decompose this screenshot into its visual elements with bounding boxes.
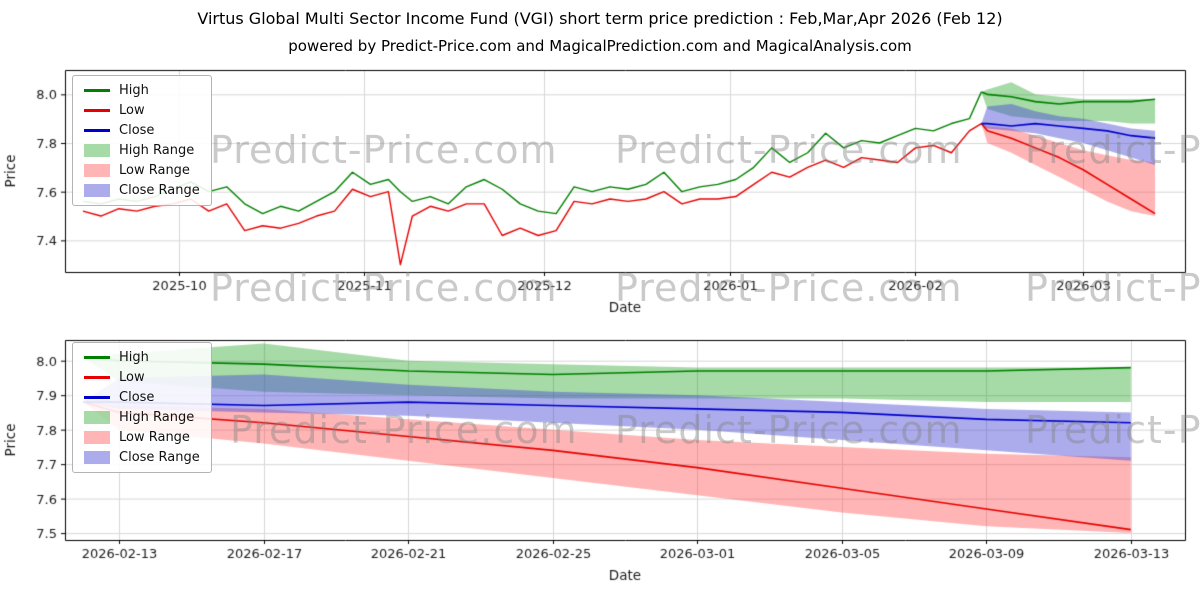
legend-item-close: Close [84,123,200,138]
chart-subtitle: powered by Predict-Price.com and Magical… [288,37,912,55]
watermark-text: Predict-Price.com [615,128,963,172]
watermark-text: Predict-Price.com [1025,128,1200,172]
low-line-swatch [84,109,110,112]
watermark-text: Predict-Price.com [1025,408,1200,452]
legend-item-high: High [84,83,200,98]
high-range-swatch [84,144,110,157]
high-line-swatch [84,356,110,359]
watermark-text: Predict-Price.com [210,266,558,310]
legend-label: High [119,83,149,98]
close-range-swatch [84,184,110,197]
legend-item-high: High [84,350,200,365]
legend-item-low: Low [84,103,200,118]
low-range-swatch [84,164,110,177]
legend-label: Low Range [119,163,190,178]
legend: High Low Close High Range Low Range Clos… [72,342,212,473]
high-line-swatch [84,89,110,92]
legend-item-high-range: High Range [84,410,200,425]
legend-label: Low [119,103,145,118]
chart-title: Virtus Global Multi Sector Income Fund (… [197,9,1003,28]
legend-label: Close [119,123,155,138]
legend-label: High Range [119,143,195,158]
watermark-text: Predict-Price.com [615,408,963,452]
legend-item-low-range: Low Range [84,430,200,445]
legend-label: Low [119,370,145,385]
close-line-swatch [84,129,110,132]
legend-item-high-range: High Range [84,143,200,158]
watermark-text: Predict-Price.com [1025,266,1200,310]
high-range-swatch [84,411,110,424]
low-range-swatch [84,431,110,444]
legend-label: Close Range [119,183,200,198]
legend-label: Close Range [119,450,200,465]
low-line-swatch [84,376,110,379]
legend-item-low: Low [84,370,200,385]
legend-item-low-range: Low Range [84,163,200,178]
legend-label: Close [119,390,155,405]
legend-item-close-range: Close Range [84,450,200,465]
legend-label: Low Range [119,430,190,445]
legend-label: High Range [119,410,195,425]
watermark-text: Predict-Price.com [210,128,558,172]
close-range-swatch [84,451,110,464]
watermark-text: Predict-Price.com [615,266,963,310]
legend-label: High [119,350,149,365]
legend-item-close: Close [84,390,200,405]
close-line-swatch [84,396,110,399]
legend: High Low Close High Range Low Range Clos… [72,75,212,206]
watermark-text: Predict-Price.com [230,408,578,452]
legend-item-close-range: Close Range [84,183,200,198]
